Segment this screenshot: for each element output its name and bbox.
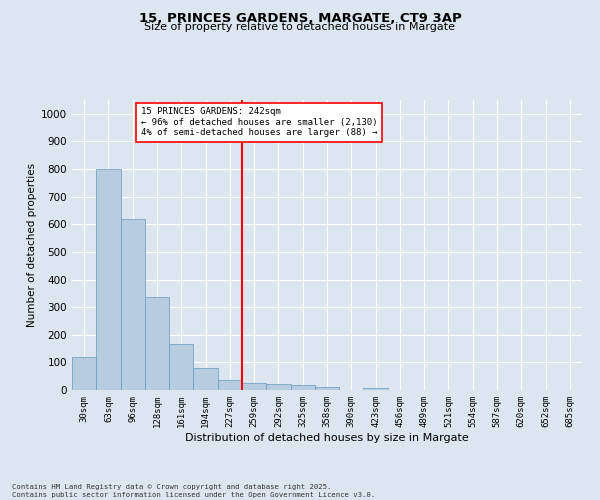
Bar [242,383,266,390]
Bar [266,384,290,390]
Bar [290,386,315,390]
X-axis label: Distribution of detached houses by size in Margate: Distribution of detached houses by size … [185,432,469,442]
Bar [364,388,388,390]
Text: Size of property relative to detached houses in Margate: Size of property relative to detached ho… [145,22,455,32]
Bar [193,368,218,390]
Text: 15 PRINCES GARDENS: 242sqm
← 96% of detached houses are smaller (2,130)
4% of se: 15 PRINCES GARDENS: 242sqm ← 96% of deta… [141,108,377,137]
Text: Contains HM Land Registry data © Crown copyright and database right 2025.
Contai: Contains HM Land Registry data © Crown c… [12,484,375,498]
Bar [121,219,145,390]
Text: 15, PRINCES GARDENS, MARGATE, CT9 3AP: 15, PRINCES GARDENS, MARGATE, CT9 3AP [139,12,461,26]
Bar [315,386,339,390]
Bar [72,357,96,390]
Bar [169,344,193,390]
Bar [145,298,169,390]
Y-axis label: Number of detached properties: Number of detached properties [27,163,37,327]
Bar [218,380,242,390]
Bar [96,169,121,390]
